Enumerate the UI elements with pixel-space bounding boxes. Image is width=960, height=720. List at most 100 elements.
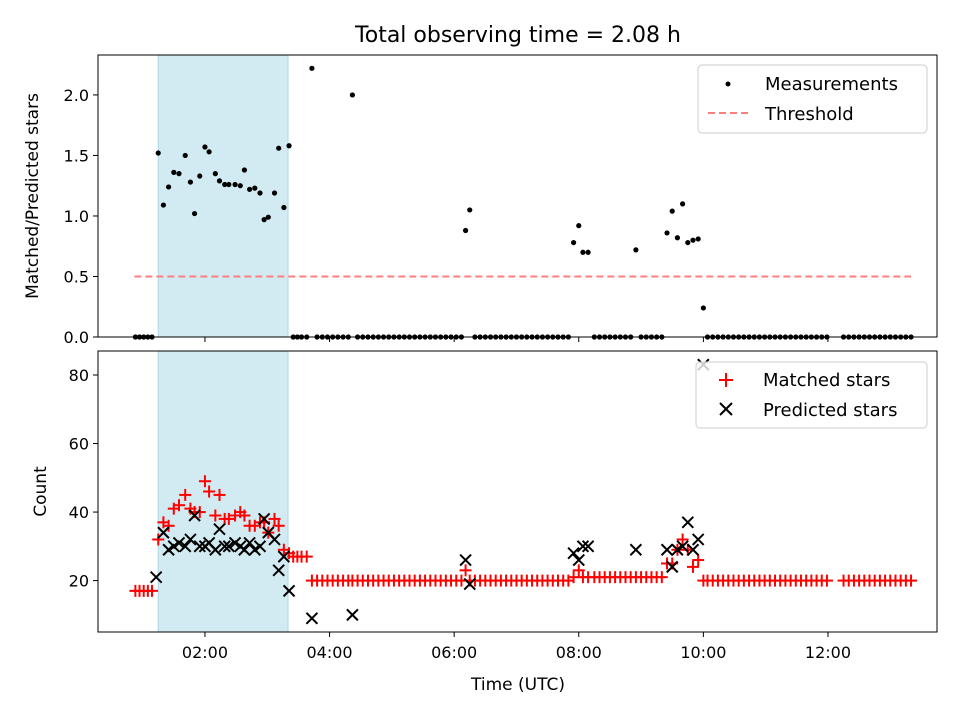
predicted-star-point xyxy=(567,546,580,560)
x-tick-label: 04:00 xyxy=(307,643,353,662)
matched-star-point xyxy=(692,554,705,567)
matched-star-point xyxy=(152,533,165,546)
predicted-star-point xyxy=(660,543,674,556)
x-axis-label: Time (UTC) xyxy=(470,675,565,695)
measurement-point xyxy=(252,185,258,191)
top-legend: Measurements Threshold xyxy=(697,64,928,134)
predicted-star-point xyxy=(184,533,197,546)
measurement-point xyxy=(166,184,172,190)
measurement-point xyxy=(349,92,355,98)
predicted-star-stroke xyxy=(346,608,359,622)
predicted-star-stroke xyxy=(257,512,271,526)
predicted-star-point xyxy=(686,543,700,556)
predicted-star-stroke xyxy=(179,540,192,553)
predicted-star-stroke xyxy=(193,540,206,553)
measurement-point xyxy=(197,173,203,179)
measurement-point xyxy=(182,152,188,159)
measurement-point xyxy=(585,249,591,255)
measurement-point xyxy=(187,179,194,185)
measurement-point xyxy=(680,201,686,207)
measurement-point xyxy=(241,167,248,173)
predicted-star-point xyxy=(209,543,222,556)
measurement-point xyxy=(261,217,267,223)
predicted-star-stroke xyxy=(188,509,201,522)
measurement-point xyxy=(206,149,212,155)
predicted-star-stroke xyxy=(277,550,291,563)
bottom-x-ticks: 02:00 04:00 06:00 08:00 10:00 12:00 xyxy=(182,632,851,662)
chart-title: Total observing time = 2.08 h xyxy=(354,23,681,48)
measurement-point xyxy=(155,150,161,156)
x-tick-label: 02:00 xyxy=(182,643,228,662)
matched-star-point xyxy=(179,488,192,501)
measurement-point xyxy=(202,144,208,150)
predicted-star-stroke xyxy=(567,546,580,560)
predicted-star-stroke xyxy=(676,540,689,553)
measurement-point xyxy=(257,190,263,196)
predicted-star-stroke xyxy=(157,526,170,539)
predicted-star-point xyxy=(463,577,476,591)
matched-stars-points xyxy=(129,475,918,597)
measurement-point xyxy=(232,181,238,188)
measurement-point xyxy=(669,208,675,214)
predicted-star-point xyxy=(149,570,163,584)
measurement-point xyxy=(309,65,315,71)
predicted-star-stroke xyxy=(272,564,285,577)
matched-star-point xyxy=(145,584,158,597)
ratio-panel: 0.00.51.01.52.0 Matched/Predicted stars … xyxy=(23,54,938,347)
predicted-star-point xyxy=(188,509,201,522)
matched-star-point xyxy=(572,564,585,577)
predicted-star-stroke xyxy=(149,570,163,584)
top-y-tick-label: 0.5 xyxy=(64,267,89,286)
legend-matched-label: Matched stars xyxy=(763,370,890,391)
predicted-star-stroke xyxy=(184,533,197,546)
measurement-point xyxy=(247,186,253,192)
top-y-tick-label: 0.0 xyxy=(64,328,89,347)
measurement-point xyxy=(700,305,706,311)
predicted-star-point xyxy=(172,536,186,550)
bottom-legend: Matched stars Predicted stars xyxy=(695,361,928,429)
top-plot-frame xyxy=(97,54,938,338)
bottom-y-ticks: 20 40 60 80 xyxy=(69,366,98,591)
predicted-star-stroke xyxy=(213,522,226,536)
matched-star-point xyxy=(459,564,472,577)
predicted-star-stroke xyxy=(305,612,319,625)
predicted-star-point xyxy=(681,516,694,529)
predicted-star-point xyxy=(257,512,271,526)
matched-star-point xyxy=(676,533,689,546)
predicted-star-point xyxy=(179,540,192,553)
legend-threshold-label: Threshold xyxy=(764,104,854,125)
measurement-point xyxy=(633,247,639,253)
legend-predicted-label: Predicted stars xyxy=(763,400,897,421)
bottom-observing-span xyxy=(157,350,289,633)
predicted-star-stroke xyxy=(243,536,256,550)
predicted-star-stroke xyxy=(172,536,186,550)
top-y-tick-label: 2.0 xyxy=(64,86,89,105)
matched-star-point xyxy=(268,512,281,525)
matched-star-point xyxy=(198,475,211,488)
predicted-star-stroke xyxy=(581,540,595,553)
measurement-point xyxy=(176,171,182,177)
x-tick-label: 12:00 xyxy=(805,643,851,662)
predicted-star-stroke xyxy=(463,577,476,591)
predicted-star-stroke xyxy=(572,553,585,567)
predicted-star-point xyxy=(268,533,281,546)
legend-predicted-marker xyxy=(719,402,733,416)
predicted-star-stroke xyxy=(262,526,275,539)
measurement-point xyxy=(674,235,681,241)
predicted-star-stroke xyxy=(253,540,267,553)
measurement-point xyxy=(695,236,701,242)
predicted-star-stroke xyxy=(660,543,674,556)
measurement-point xyxy=(286,143,292,149)
measurement-point xyxy=(576,223,582,229)
predicted-star-point xyxy=(222,540,236,553)
measurement-point xyxy=(160,202,167,208)
bottom-y-axis-label: Count xyxy=(31,466,51,517)
top-y-ticks: 0.0 0.5 1.0 1.5 2.0 xyxy=(64,86,98,347)
predicted-star-point xyxy=(572,553,585,567)
x-tick-label: 06:00 xyxy=(431,643,477,662)
measurement-point xyxy=(265,214,271,220)
measurement-point xyxy=(276,145,282,151)
predicted-star-point xyxy=(253,540,267,553)
measurement-point xyxy=(690,237,696,243)
top-y-tick-label: 1.0 xyxy=(64,207,89,226)
